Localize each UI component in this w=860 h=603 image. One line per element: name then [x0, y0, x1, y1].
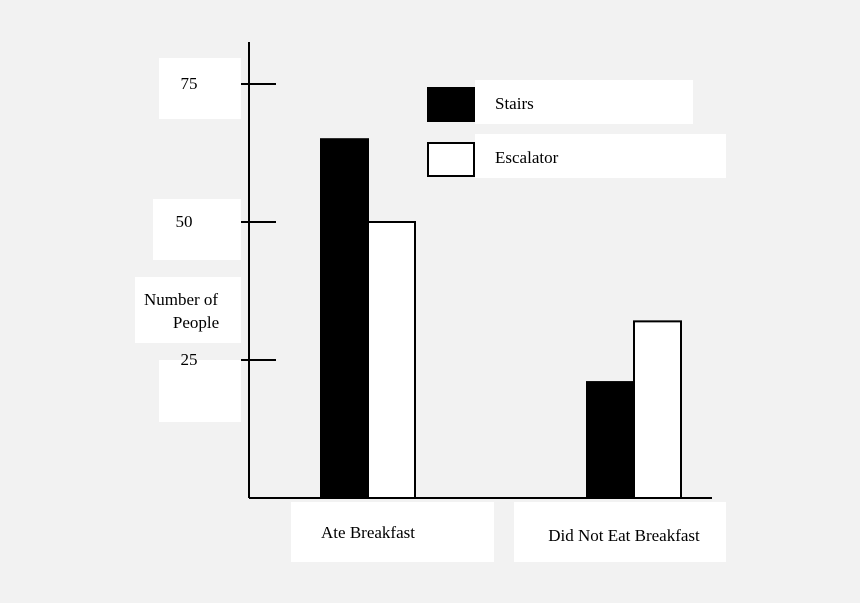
- legend-label-escalator: Escalator: [495, 148, 559, 167]
- legend-label-stairs: Stairs: [495, 94, 534, 113]
- bars: [320, 138, 682, 499]
- y-ticks: 25 50 75: [176, 74, 276, 369]
- y-axis-label-line-2: People: [173, 313, 219, 332]
- y-tick-label-50: 50: [176, 212, 193, 231]
- y-tick-label-75: 75: [181, 74, 198, 93]
- ytick-box-75: [159, 58, 241, 119]
- ytick-box-50: [153, 199, 241, 260]
- xtick-box-1: [514, 502, 726, 562]
- x-tick-label-1: Did Not Eat Breakfast: [548, 526, 700, 545]
- bar-escalator-0: [367, 221, 416, 499]
- x-tick-labels: Ate Breakfast Did Not Eat Breakfast: [321, 523, 700, 545]
- legend: Stairs Escalator: [427, 87, 559, 177]
- bar-escalator-1: [633, 320, 682, 499]
- y-tick-label-25: 25: [181, 350, 198, 369]
- y-axis-label-line-1: Number of: [144, 290, 218, 309]
- y-axis-label-box: [135, 277, 241, 343]
- bar-stairs-1: [586, 381, 635, 499]
- ytick-box-25: [159, 360, 241, 422]
- xtick-box-0: [291, 502, 494, 562]
- x-tick-label-0: Ate Breakfast: [321, 523, 415, 542]
- bar-stairs-0: [320, 138, 369, 499]
- label-boxes: [135, 58, 726, 562]
- legend-swatch-stairs: [427, 87, 475, 122]
- legend-box-escalator: [475, 134, 726, 178]
- legend-swatch-escalator: [427, 142, 475, 177]
- legend-box-stairs: [475, 80, 693, 124]
